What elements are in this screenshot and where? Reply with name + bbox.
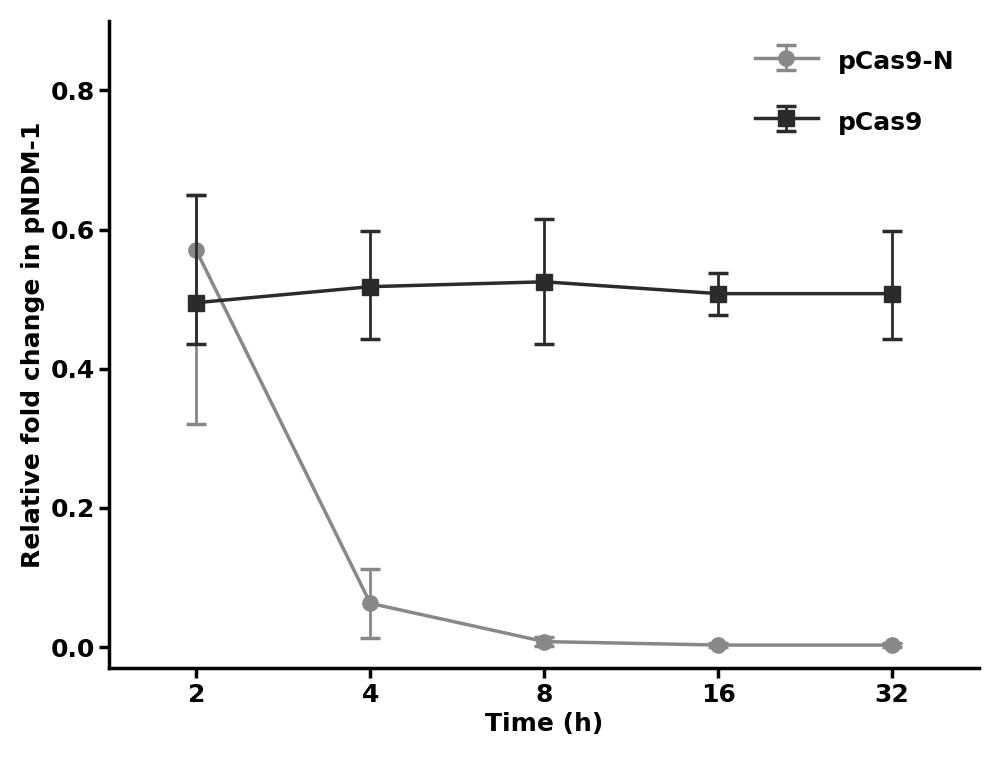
- Y-axis label: Relative fold change in pNDM-1: Relative fold change in pNDM-1: [21, 121, 45, 568]
- X-axis label: Time (h): Time (h): [485, 712, 603, 736]
- Legend: pCas9-N, pCas9: pCas9-N, pCas9: [743, 33, 967, 149]
